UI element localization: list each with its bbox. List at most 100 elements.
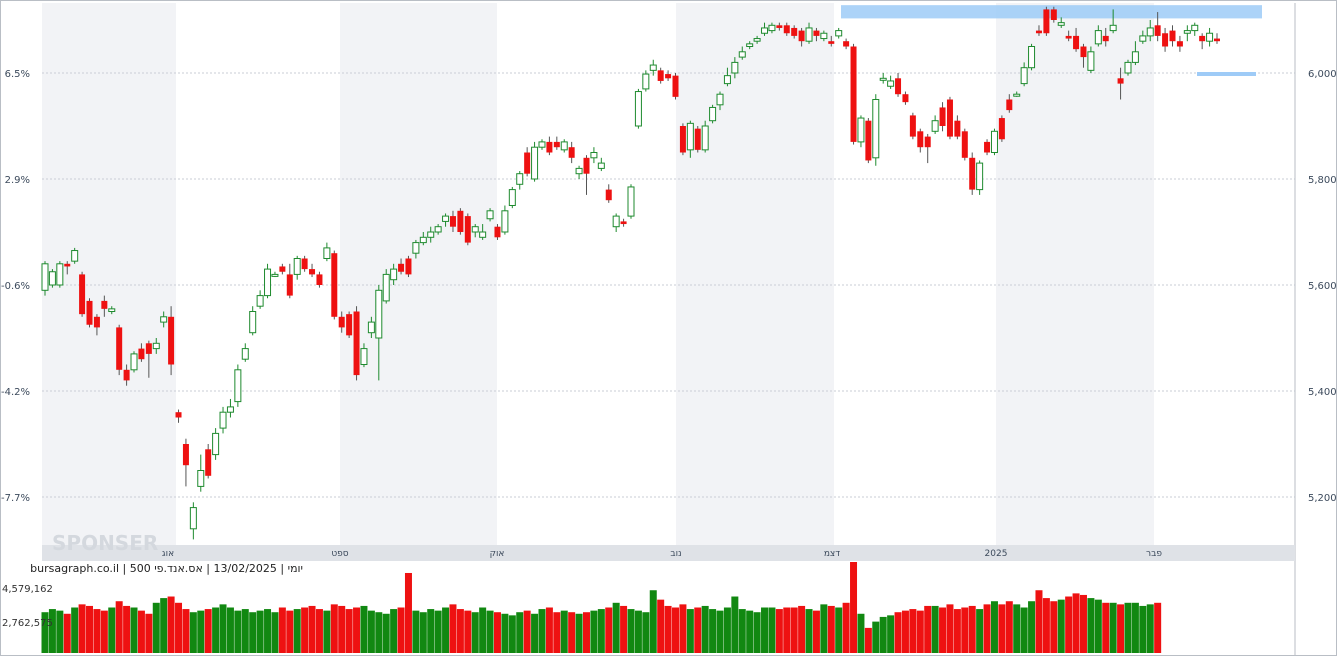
volume-bar-27 bbox=[241, 609, 249, 653]
candle-body bbox=[256, 295, 264, 307]
volume-bar-34 bbox=[293, 609, 301, 653]
candle-body bbox=[323, 247, 331, 259]
candle-body bbox=[1146, 27, 1154, 37]
volume-bar-95 bbox=[746, 610, 754, 653]
candle-body bbox=[160, 316, 168, 323]
candle-body bbox=[516, 173, 524, 185]
candle-body bbox=[271, 273, 279, 277]
candle-24 bbox=[219, 406, 227, 434]
candle-body bbox=[553, 141, 560, 148]
candle-67 bbox=[538, 139, 546, 150]
candle-body bbox=[301, 258, 308, 270]
volume-bar-120 bbox=[931, 605, 939, 653]
candle-152 bbox=[1169, 25, 1176, 47]
candle-119 bbox=[924, 133, 931, 164]
month-label: אוג bbox=[162, 549, 174, 559]
volume-bar-22 bbox=[204, 609, 212, 653]
volume-bar-124 bbox=[961, 607, 969, 653]
volume-bar-18 bbox=[175, 602, 183, 653]
candle-116 bbox=[902, 91, 909, 105]
candle-138 bbox=[1065, 30, 1072, 42]
candle-158 bbox=[1214, 33, 1220, 44]
candle-body bbox=[1199, 35, 1206, 42]
candle-body bbox=[1020, 67, 1028, 85]
candle-body bbox=[226, 406, 234, 413]
volume-bar-137 bbox=[1057, 599, 1065, 653]
candle-body bbox=[828, 41, 835, 44]
candle-79 bbox=[627, 184, 635, 219]
candle-body bbox=[93, 316, 100, 328]
candle-body bbox=[205, 449, 212, 476]
volume-bar-45 bbox=[375, 612, 383, 653]
candle-77 bbox=[612, 213, 620, 232]
candle-86 bbox=[679, 123, 686, 156]
volume-bar-106 bbox=[827, 605, 835, 653]
support-line bbox=[1197, 72, 1256, 76]
candle-body bbox=[746, 43, 754, 47]
candle-body bbox=[101, 300, 108, 309]
candle-body bbox=[946, 99, 953, 137]
candle-body bbox=[1013, 93, 1021, 97]
volume-bars bbox=[41, 562, 1162, 653]
candle-body bbox=[338, 316, 345, 328]
candle-132 bbox=[1020, 62, 1028, 87]
candle-body bbox=[694, 128, 701, 150]
candle-147 bbox=[1131, 41, 1139, 66]
candle-101 bbox=[791, 25, 798, 39]
candles bbox=[41, 6, 1220, 540]
candle-body bbox=[798, 30, 805, 42]
candle-19 bbox=[182, 438, 189, 487]
candle-body bbox=[1057, 22, 1065, 26]
candle-body bbox=[494, 226, 501, 238]
candle-136 bbox=[1050, 6, 1057, 23]
volume-bar-89 bbox=[701, 605, 709, 653]
volume-bar-149 bbox=[1146, 604, 1154, 653]
candle-body bbox=[479, 231, 487, 238]
volume-bar-145 bbox=[1117, 604, 1125, 653]
candle-body bbox=[783, 25, 790, 34]
candle-body bbox=[902, 94, 909, 103]
volume-bar-108 bbox=[842, 602, 850, 653]
candle-body bbox=[1073, 35, 1080, 50]
candle-body bbox=[264, 268, 272, 297]
volume-bar-135 bbox=[1042, 598, 1050, 653]
candle-body bbox=[590, 152, 598, 159]
volume-bar-48 bbox=[397, 607, 405, 653]
volume-bar-133 bbox=[1028, 601, 1036, 653]
candle-81 bbox=[642, 70, 650, 92]
volume-bar-32 bbox=[278, 607, 286, 653]
candle-body bbox=[182, 444, 189, 466]
volume-bar-1 bbox=[48, 609, 56, 653]
candle-107 bbox=[835, 27, 843, 39]
candle-body bbox=[360, 348, 368, 366]
candle-body bbox=[145, 343, 152, 354]
candle-body bbox=[879, 77, 887, 81]
volume-bar-15 bbox=[152, 602, 160, 653]
candle-3 bbox=[64, 261, 71, 275]
candle-61 bbox=[494, 224, 501, 240]
candle-body bbox=[753, 38, 761, 42]
volume-bar-9 bbox=[108, 607, 116, 653]
candle-29 bbox=[256, 290, 264, 309]
candle-151 bbox=[1162, 27, 1169, 52]
candle-21 bbox=[197, 454, 205, 492]
candle-body bbox=[375, 289, 383, 339]
candle-69 bbox=[553, 136, 560, 150]
candle-130 bbox=[1006, 94, 1013, 113]
volume-bar-19 bbox=[182, 609, 190, 653]
candle-body bbox=[197, 470, 205, 487]
volume-bar-73 bbox=[582, 612, 590, 653]
candle-144 bbox=[1109, 9, 1117, 34]
candle-14 bbox=[145, 340, 152, 378]
candle-48 bbox=[398, 258, 405, 275]
candle-71 bbox=[568, 141, 575, 164]
candle-27 bbox=[241, 343, 249, 362]
candle-body bbox=[1094, 30, 1102, 45]
volume-bar-0 bbox=[41, 612, 49, 653]
volume-bar-134 bbox=[1035, 590, 1043, 653]
candle-6 bbox=[86, 298, 93, 328]
volume-bar-42 bbox=[353, 607, 361, 653]
candle-31 bbox=[271, 271, 279, 278]
volume-bar-98 bbox=[768, 607, 776, 653]
candle-body bbox=[1102, 35, 1109, 42]
